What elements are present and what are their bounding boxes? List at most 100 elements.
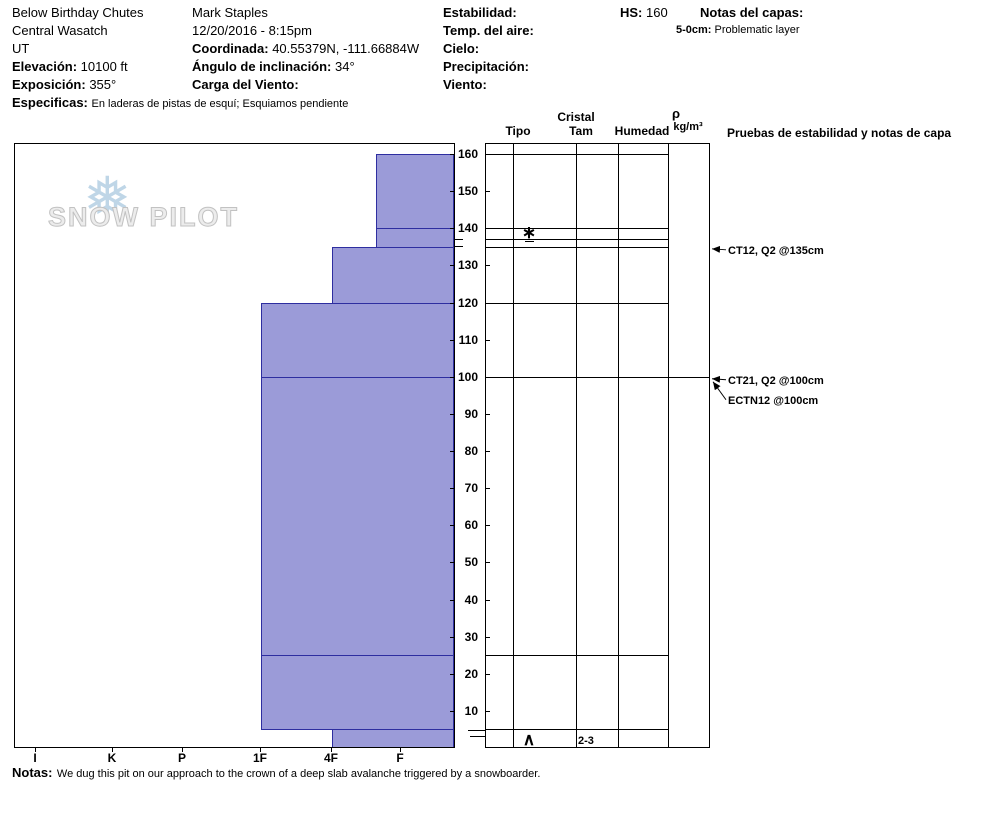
y-axis-label: 70	[464, 481, 478, 496]
pit-datetime: 12/20/2016 - 8:15pm	[192, 23, 312, 38]
y-axis-tick	[486, 228, 490, 230]
snow-layer-bar	[261, 655, 454, 731]
y-axis-tick	[450, 228, 454, 230]
slope-angle-value: 34°	[335, 59, 355, 74]
column-divider	[618, 144, 619, 747]
y-axis-tick	[450, 710, 454, 712]
notes-text: We dug this pit on our approach to the c…	[56, 768, 541, 780]
hs-value: 160	[646, 5, 668, 20]
y-axis-label: 150	[457, 184, 478, 199]
specifics-label: Especificas:	[12, 95, 88, 110]
layer-row-line	[486, 729, 669, 731]
stability-test-note: ECTN12 @100cm	[728, 394, 819, 407]
y-axis-label: 110	[458, 332, 478, 347]
observer-name: Mark Staples	[192, 5, 268, 20]
layer-row-line	[486, 154, 669, 155]
crystal-symbol-underline	[525, 240, 534, 242]
y-axis-tick	[450, 525, 454, 527]
density-unit-header: kg/m³	[673, 121, 703, 133]
state: UT	[12, 41, 30, 56]
hs-label: HS:	[620, 5, 643, 20]
y-axis-tick	[486, 525, 490, 527]
x-axis-tick	[400, 748, 401, 752]
x-axis-label: 4F	[323, 751, 338, 765]
layer-data-grid	[485, 143, 710, 748]
specifics-value: En laderas de pistas de esquí; Esquiamos…	[91, 98, 349, 110]
x-axis-tick	[35, 748, 36, 752]
aspect-label: Exposición:	[12, 77, 86, 92]
mountain-range: Central Wasatch	[12, 23, 108, 38]
y-axis-tick	[450, 302, 454, 304]
y-axis-label: 50	[464, 555, 478, 570]
layer-leader-line	[455, 239, 463, 240]
layer-row-line	[486, 239, 669, 241]
sky-label: Cielo:	[443, 41, 480, 56]
notes-label: Notas:	[12, 765, 53, 780]
humedad-column-header: Humedad	[614, 124, 670, 138]
x-axis-tick	[260, 748, 261, 752]
crystal-size-label: 2-3	[578, 734, 594, 747]
wind-loading-label: Carga del Viento:	[192, 77, 299, 92]
layer-row-line	[486, 246, 669, 248]
coordinates-label: Coordinada:	[192, 41, 269, 56]
snow-layer-bar	[376, 228, 454, 248]
y-axis-tick	[486, 339, 490, 341]
pit-name: Below Birthday Chutes	[12, 5, 144, 20]
wind-loading-line: Carga del Viento:	[192, 76, 419, 94]
elevation-label: Elevación:	[12, 59, 78, 74]
layer-leader-line	[468, 730, 485, 731]
stability-label: Estabilidad:	[443, 5, 517, 20]
x-axis-tick	[331, 748, 332, 752]
snow-layer-bar	[332, 246, 454, 304]
snow-layer-bar	[376, 154, 454, 230]
elevation-line: Elevación: 10100 ft	[12, 58, 348, 76]
y-axis-label: 100	[457, 369, 478, 384]
hardness-profile-chart: ❅ SNOW PILOT	[14, 143, 455, 748]
snowpilot-watermark: SNOW PILOT	[48, 202, 239, 233]
air-temp-label: Temp. del aire:	[443, 23, 534, 38]
tipo-column-header: Tipo	[505, 124, 531, 138]
snow-layer-bar	[261, 376, 454, 657]
y-axis-tick	[450, 339, 454, 341]
y-axis-tick	[450, 413, 454, 415]
layer-note-text: Problematic layer	[714, 24, 800, 36]
coordinates-value: 40.55379N, -111.66884W	[272, 41, 420, 56]
crystal-type-symbol: ∧	[522, 729, 536, 749]
y-axis-tick	[450, 191, 454, 193]
aspect-line: Exposición: 355°	[12, 76, 348, 94]
coordinates-line: Coordinada: 40.55379N, -111.66884W	[192, 40, 419, 58]
observer-block: Mark Staples 12/20/2016 - 8:15pm Coordin…	[192, 4, 419, 94]
stability-tests-header: Pruebas de estabilidad y notas de capa	[727, 126, 952, 140]
layer-note-depth: 5-0cm:	[676, 24, 712, 36]
y-axis-label: 60	[464, 518, 478, 533]
y-axis-label: 20	[464, 666, 478, 681]
y-axis-label: 120	[457, 295, 478, 310]
layer-row-line	[486, 376, 709, 378]
y-axis-tick	[450, 488, 454, 490]
stability-test-note: CT21, Q2 @100cm	[728, 374, 824, 387]
layer-row-line	[486, 228, 669, 230]
layer-row-line	[486, 302, 669, 304]
column-divider	[668, 144, 669, 747]
snow-layer-bar	[261, 302, 454, 378]
column-divider	[513, 144, 514, 747]
y-axis-tick	[486, 673, 490, 675]
layer-notes-label: Notas del capas:	[700, 5, 804, 20]
y-axis-tick	[486, 599, 490, 601]
snow-height-line: HS: 160	[620, 4, 668, 22]
cristal-column-header: Cristal	[557, 110, 595, 124]
x-axis-label: F	[396, 751, 404, 765]
location-block: Below Birthday Chutes Central Wasatch UT…	[12, 4, 348, 113]
y-axis-tick	[486, 302, 490, 304]
snow-layer-bar	[332, 729, 454, 747]
y-axis-tick	[486, 488, 490, 490]
x-axis-tick	[182, 748, 183, 752]
elevation-value: 10100 ft	[80, 59, 128, 74]
y-axis-tick	[486, 376, 490, 378]
y-axis-label: 140	[457, 221, 478, 236]
x-axis-label: K	[107, 751, 117, 765]
density-symbol-header: ρ	[671, 106, 681, 121]
x-axis-label: P	[177, 751, 186, 765]
y-axis-label: 160	[457, 147, 478, 161]
